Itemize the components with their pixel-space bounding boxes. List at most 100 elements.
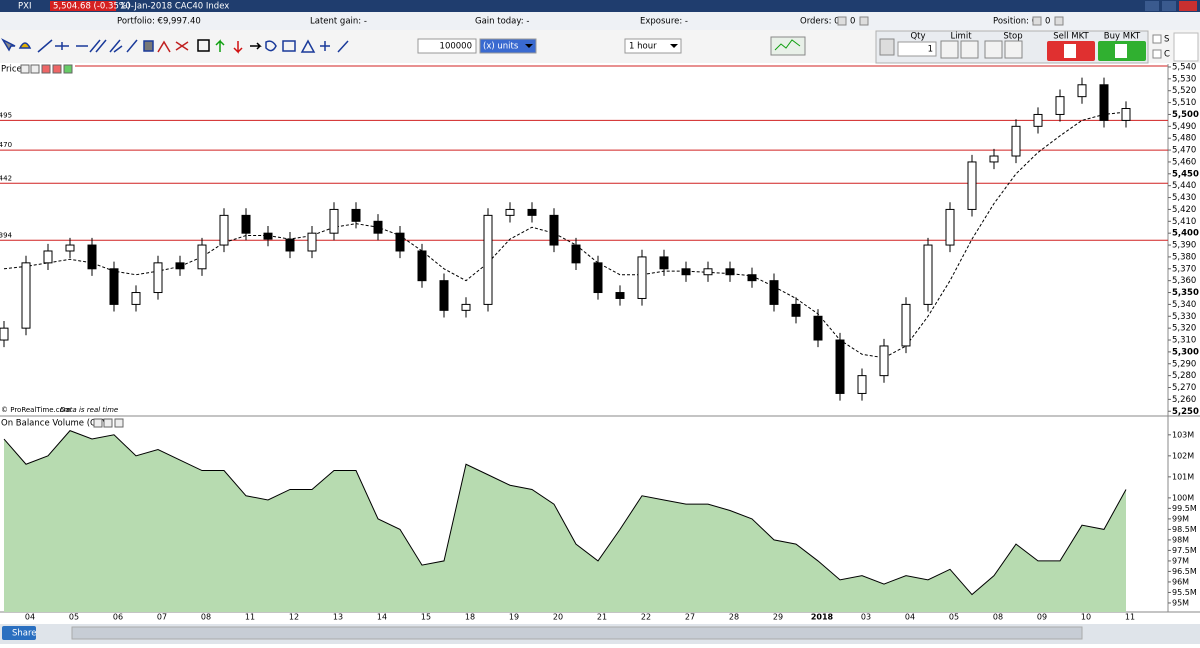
y-tick-label: 99M xyxy=(1172,514,1189,523)
limit-buy[interactable] xyxy=(960,40,979,59)
checkbox-c[interactable] xyxy=(1152,49,1162,59)
y-tick-label: 5,370 xyxy=(1172,264,1196,274)
candle-body xyxy=(65,244,75,252)
y-tick-label: 99.5M xyxy=(1172,504,1197,513)
candle-body xyxy=(175,262,185,270)
drawing-tools[interactable] xyxy=(1,38,349,54)
level-label: 5,495 xyxy=(0,111,12,119)
candle-body xyxy=(1011,125,1021,157)
candle-body xyxy=(241,214,251,234)
y-tick-label: 5,480 xyxy=(1172,134,1196,144)
units-select[interactable] xyxy=(479,38,537,54)
candle-body xyxy=(1077,84,1087,98)
candle-body xyxy=(615,292,625,299)
y-tick-label: 97.5M xyxy=(1172,546,1197,555)
orders-icon[interactable] xyxy=(859,16,869,26)
share-button[interactable] xyxy=(2,626,36,640)
panel-buttons[interactable] xyxy=(20,64,73,74)
position-icon[interactable] xyxy=(1032,16,1042,26)
stop-buy[interactable] xyxy=(1004,40,1023,59)
portfolio: Portfolio: €9,997.40 xyxy=(117,17,201,27)
y-tick-label: 5,460 xyxy=(1172,157,1196,167)
candle-body xyxy=(285,238,295,252)
candle-body xyxy=(1121,108,1131,121)
candle-body xyxy=(307,232,317,252)
level-label: 5,394 xyxy=(0,231,13,239)
y-tick-label: 5,530 xyxy=(1172,74,1196,84)
buy-icon xyxy=(1115,44,1127,58)
y-tick-label: 5,290 xyxy=(1172,359,1196,369)
panel-title: On Balance Volume (OBV) xyxy=(1,419,111,429)
units: (x) units xyxy=(483,42,519,52)
x-tick-label: 20 xyxy=(553,613,563,622)
candle-body xyxy=(791,303,801,317)
quantity: 100000 xyxy=(440,42,472,52)
x-tick-label: 10 xyxy=(1081,613,1091,622)
panel-buttons[interactable] xyxy=(93,418,124,428)
limit-label: Limit xyxy=(950,32,972,42)
candle-body xyxy=(527,208,537,216)
candle-body xyxy=(263,232,273,240)
obv-line xyxy=(3,430,1127,596)
checkbox-s[interactable] xyxy=(1152,34,1162,44)
x-tick-label: 05 xyxy=(949,613,959,622)
settings[interactable] xyxy=(879,38,895,56)
candle-body xyxy=(571,244,581,264)
share: Share xyxy=(12,629,37,639)
candle-body xyxy=(967,161,977,210)
candle-body xyxy=(835,339,845,394)
sell-icon xyxy=(1064,44,1076,58)
x-tick-label: 07 xyxy=(157,613,167,622)
price-text: 5,504.68 (-0.35%) xyxy=(53,2,130,12)
scrollbar[interactable] xyxy=(71,626,1083,640)
realtime-note: Data is real time xyxy=(60,406,118,414)
info-bar xyxy=(0,12,1200,30)
panel-title: Price xyxy=(1,65,22,75)
qty-label: Qty xyxy=(910,32,925,42)
y-tick-label: 5,310 xyxy=(1172,336,1196,346)
moving-average xyxy=(3,111,1127,359)
instrument: 10-Jan-2018 CAC40 Index xyxy=(120,2,229,12)
limit-sell[interactable] xyxy=(940,40,959,59)
maximize[interactable] xyxy=(1162,1,1176,11)
indicator-icon xyxy=(774,39,801,51)
close[interactable] xyxy=(1179,1,1197,11)
dropdown-arrow xyxy=(670,44,678,48)
x-tick-label: 04 xyxy=(905,613,915,622)
x-tick-label: 13 xyxy=(333,613,343,622)
candle-body xyxy=(483,214,493,305)
position: Position: 0 xyxy=(993,17,1037,27)
side-panel xyxy=(1173,32,1199,62)
obv-area xyxy=(4,430,1126,612)
gain-today: Gain today: - xyxy=(475,17,529,27)
y-tick-label: 5,510 xyxy=(1172,98,1196,108)
y-tick-label: 5,350 xyxy=(1172,288,1199,298)
y-tick-label: 98.5M xyxy=(1172,525,1197,534)
c-label: C xyxy=(1164,50,1170,60)
x-tick-label: 12 xyxy=(289,613,299,622)
candle-body xyxy=(945,208,955,246)
position-b: 0 xyxy=(1045,17,1050,27)
stop-sell[interactable] xyxy=(984,40,1003,59)
timeframe-select[interactable] xyxy=(624,38,682,54)
qty-input[interactable] xyxy=(897,41,937,57)
y-tick-label: 5,400 xyxy=(1172,229,1199,239)
x-tick-label: 06 xyxy=(113,613,123,622)
y-tick-label: 5,380 xyxy=(1172,252,1196,262)
candle-body xyxy=(879,345,889,377)
y-tick-label: 5,330 xyxy=(1172,312,1196,322)
y-tick-label: 5,340 xyxy=(1172,300,1196,310)
y-tick-label: 96.5M xyxy=(1172,567,1197,576)
orders-b: 0 xyxy=(850,17,855,27)
x-tick-label: 14 xyxy=(377,613,387,622)
quantity-input[interactable] xyxy=(417,38,477,54)
orders-icon[interactable] xyxy=(837,16,847,26)
sell-label: Sell MKT xyxy=(1053,32,1089,42)
candle-body xyxy=(109,268,119,305)
exposure: Exposure: - xyxy=(640,17,688,27)
candle-body xyxy=(21,262,31,329)
x-tick-label: 15 xyxy=(421,613,431,622)
x-tick-label: 05 xyxy=(69,613,79,622)
position-icon[interactable] xyxy=(1054,16,1064,26)
minimize[interactable] xyxy=(1145,1,1159,11)
